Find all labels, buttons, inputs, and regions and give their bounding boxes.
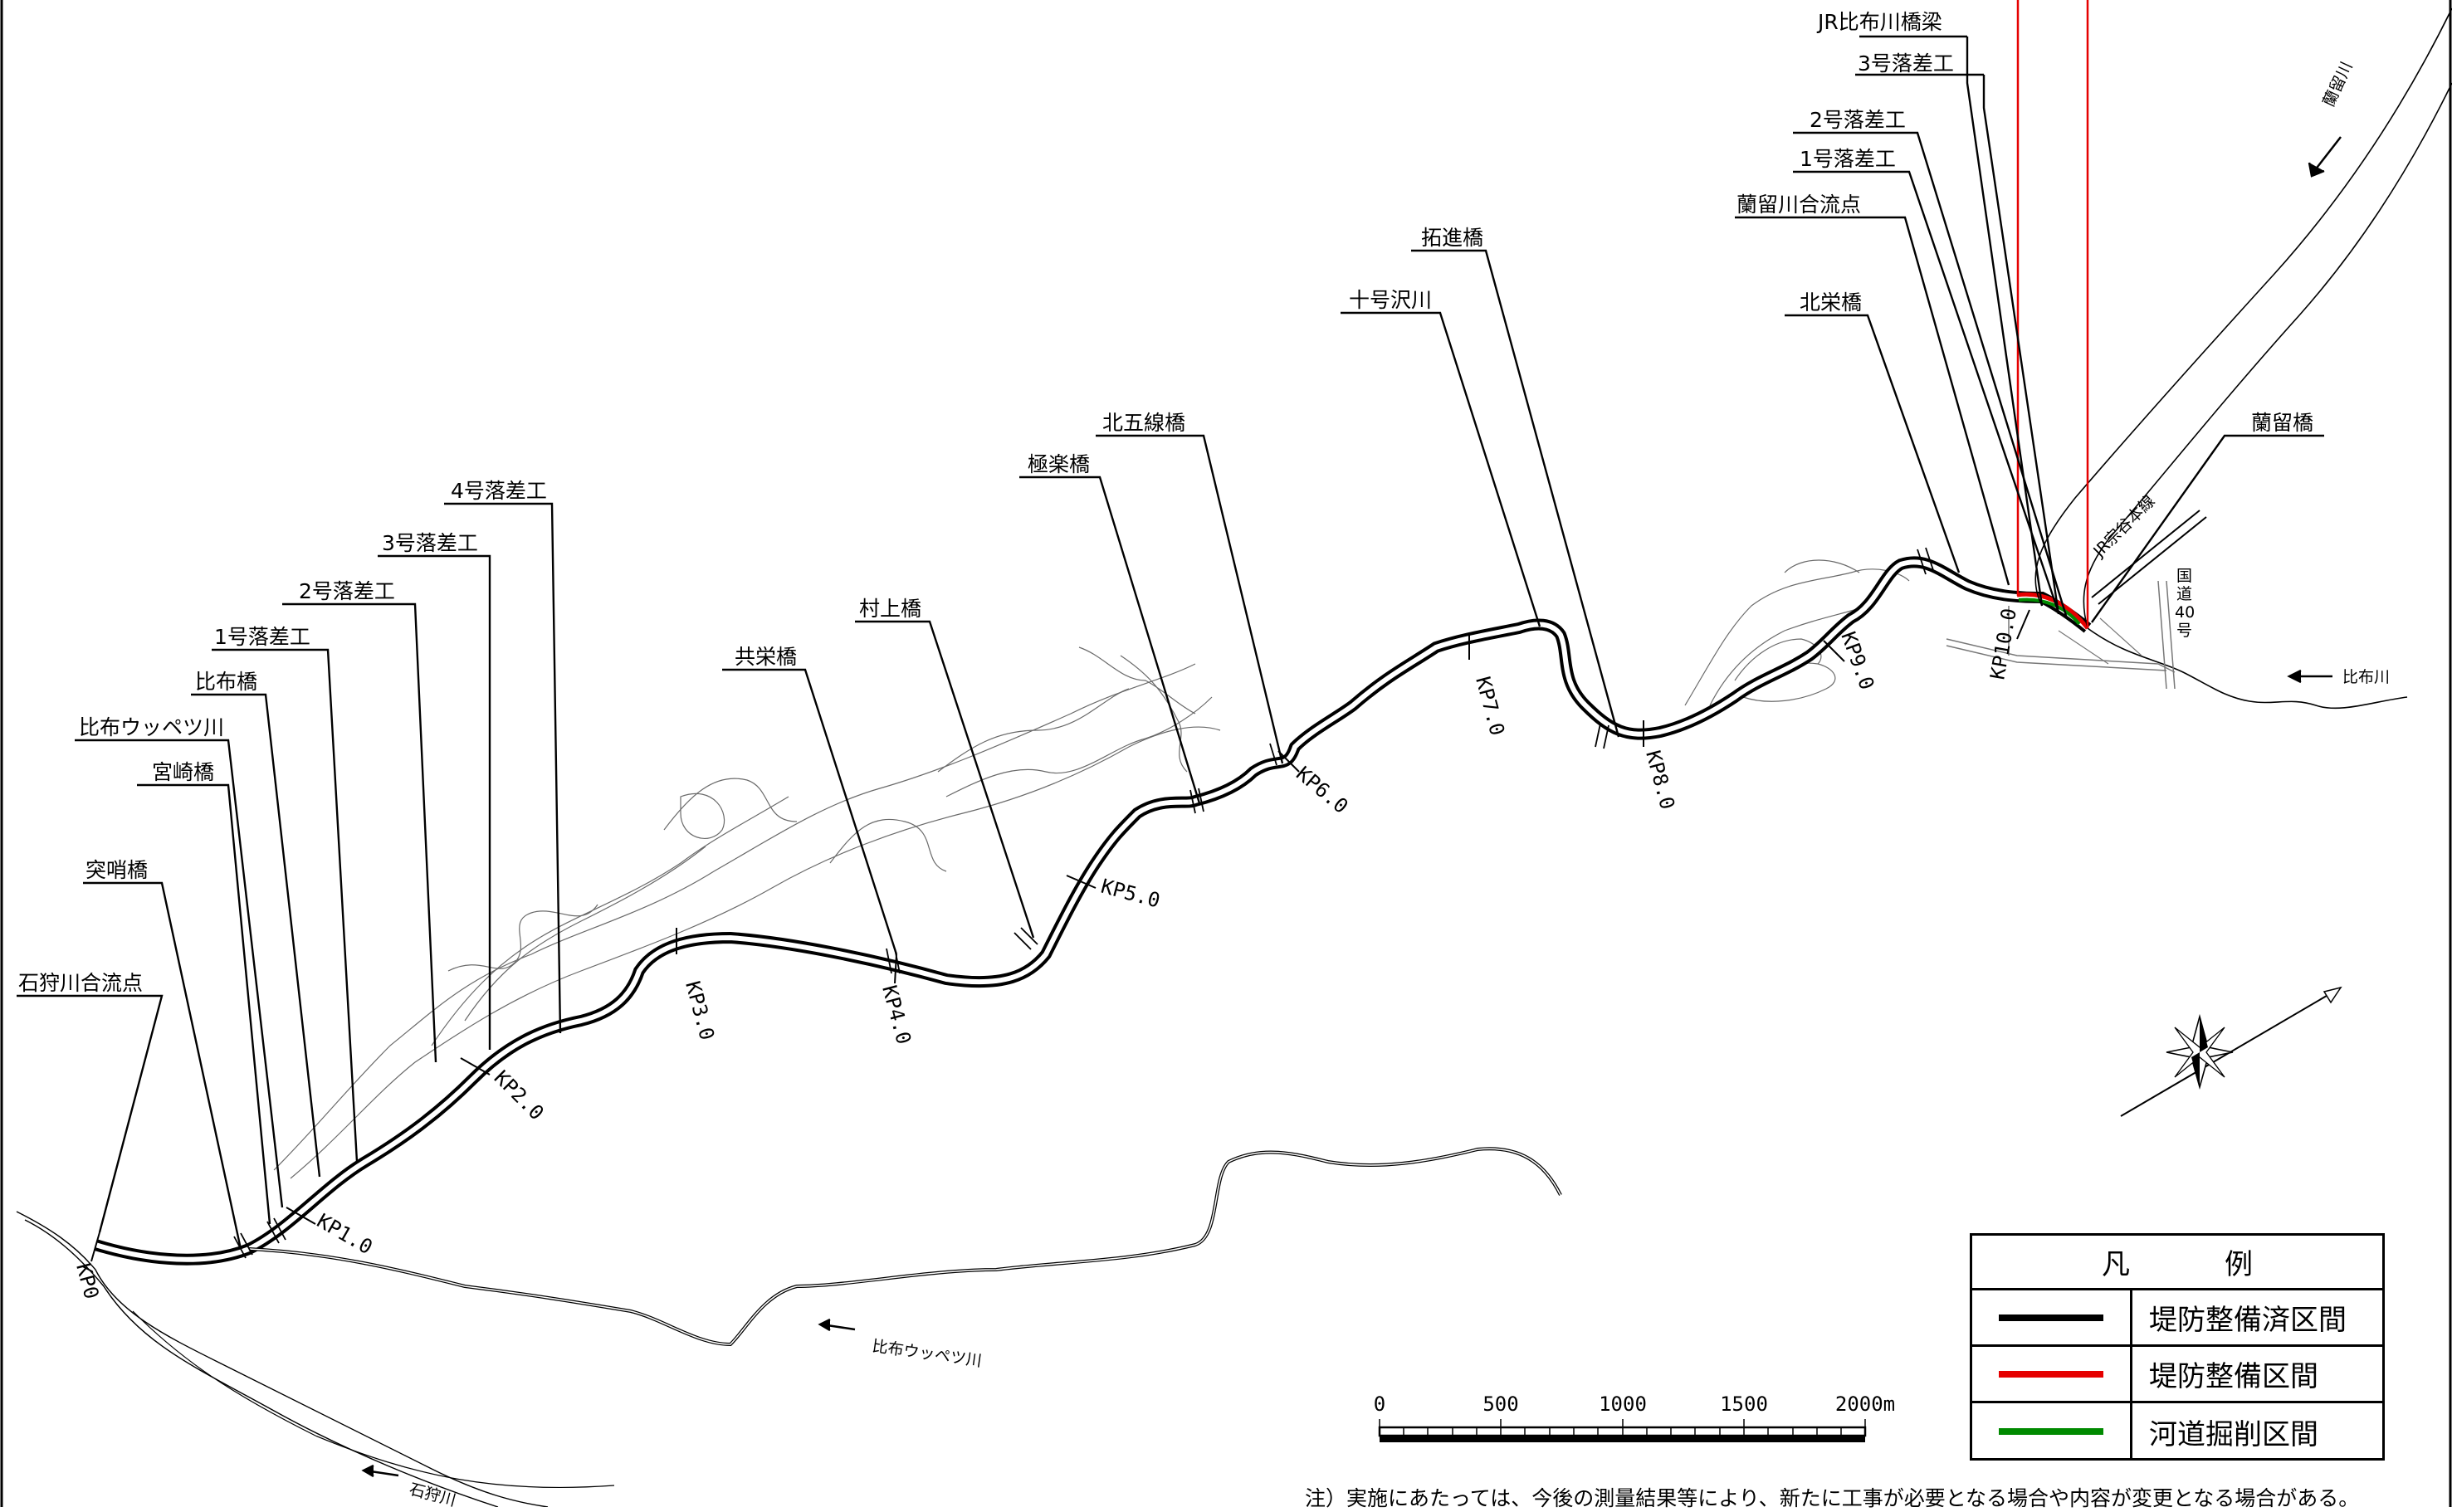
route40-label-4: 号 xyxy=(2176,622,2192,640)
kp-label-3: KP3.0 xyxy=(681,978,719,1042)
scale-tick-0: 0 xyxy=(1374,1393,1385,1416)
river-label-hifu-uppetsu: 比布ウッペツ川 xyxy=(871,1337,983,1370)
label-kitagosen-bridge: 北五線橋 xyxy=(1102,411,1185,435)
legend-swatch-red xyxy=(1972,1347,2132,1401)
north-arrow xyxy=(2120,986,2342,1117)
legend: 凡 例 堤防整備済区間 堤防整備区間 河道掘削区間 xyxy=(1970,1233,2385,1461)
label-drop3-upper: 3号落差工 xyxy=(1858,51,1954,76)
legend-label-completed: 堤防整備済区間 xyxy=(2149,1304,2347,1337)
label-miyazaki-bridge: 宮崎橋 xyxy=(152,760,214,784)
label-ishikari-confluence: 石狩川合流点 xyxy=(18,971,143,995)
label-murakami-bridge: 村上橋 xyxy=(859,597,921,621)
kp-label-4: KP4.0 xyxy=(877,983,916,1046)
label-ranru-confluence: 蘭留川合流点 xyxy=(1736,193,1861,217)
contour-lines xyxy=(273,559,1910,1179)
river-label-hifu: 比布川 xyxy=(2342,668,2390,686)
legend-row-completed: 堤防整備済区間 xyxy=(1972,1290,2382,1347)
label-drop3-lower: 3号落差工 xyxy=(382,531,478,555)
kp-label-6: KP6.0 xyxy=(1292,762,1352,818)
kp-label-1: KP1.0 xyxy=(313,1209,377,1259)
label-hifu-uppetsu: 比布ウッペツ川 xyxy=(79,715,224,739)
label-drop4-lower: 4号落差工 xyxy=(451,479,547,503)
scale-tick-1000: 1000 xyxy=(1599,1393,1647,1416)
ishikari-river xyxy=(16,1211,615,1507)
flow-arrows xyxy=(361,136,2342,1478)
ranru-river xyxy=(2034,7,2452,629)
kp-label-10: KP10.0 xyxy=(1986,607,2021,681)
label-takushin-bridge: 拓進橋 xyxy=(1421,226,1483,250)
route40-label-1: 国 xyxy=(2176,567,2192,585)
label-drop1-upper: 1号落差工 xyxy=(1800,147,1896,171)
legend-swatch-green xyxy=(1972,1403,2132,1460)
bridge-marks xyxy=(233,547,1935,1259)
label-ranru-bridge: 蘭留橋 xyxy=(2251,411,2313,435)
footnote: 注）実施にあたっては、今後の測量結果等により、新たに工事が必要となる場合や内容が… xyxy=(1305,1486,2360,1510)
hifu-river-upstream xyxy=(2087,627,2408,710)
hifu-river-channel xyxy=(93,556,2092,1266)
label-jugousawa: 十号沢川 xyxy=(1349,288,1432,312)
railway-and-road xyxy=(1946,510,2207,690)
kp-label-2: KP2.0 xyxy=(490,1066,549,1124)
route40-label-2: 道 xyxy=(2176,585,2192,603)
kp-label-0: KP0 xyxy=(71,1261,103,1301)
label-drop1-lower: 1号落差工 xyxy=(214,625,310,649)
hifu-uppetsu-river xyxy=(248,1147,1562,1347)
kp-label-7: KP7.0 xyxy=(1471,674,1509,738)
kp-label-8: KP8.0 xyxy=(1641,748,1679,812)
scale-tick-2000: 2000m xyxy=(1835,1393,1895,1416)
green-excavation-section xyxy=(2018,597,2081,626)
route40-label-3: 40 xyxy=(2175,603,2195,622)
feature-labels: JR比布川橋梁 3号落差工 2号落差工 1号落差工 蘭留川合流点 北栄橋 蘭留橋… xyxy=(18,10,2313,995)
label-hokuei-bridge: 北栄橋 xyxy=(1800,290,1862,315)
label-tosaki-bridge: 突哨橋 xyxy=(85,858,148,882)
scale-tick-1500: 1500 xyxy=(1720,1393,1768,1416)
label-kyoei-bridge: 共栄橋 xyxy=(735,645,797,669)
label-drop2-upper: 2号落差工 xyxy=(1810,108,1906,132)
river-label-ranru: 蘭留川 xyxy=(2320,59,2357,110)
leader-lines xyxy=(17,35,2324,1250)
legend-row-levee: 堤防整備区間 xyxy=(1972,1347,2382,1403)
label-jr-hifu-bridge: JR比布川橋梁 xyxy=(1816,10,1942,34)
scale-bar: 0 500 1000 1500 2000m xyxy=(1374,1393,1895,1442)
label-gokuraku-bridge: 極楽橋 xyxy=(1028,452,1090,476)
kp-ticks xyxy=(90,609,2030,1262)
legend-label-excavation: 河道掘削区間 xyxy=(2149,1417,2318,1451)
legend-swatch-black xyxy=(1972,1290,2132,1344)
kp-label-5: KP5.0 xyxy=(1098,875,1162,913)
label-drop2-lower: 2号落差工 xyxy=(299,579,395,603)
legend-row-excavation: 河道掘削区間 xyxy=(1972,1403,2382,1460)
scale-tick-500: 500 xyxy=(1482,1393,1518,1416)
legend-label-levee: 堤防整備区間 xyxy=(2149,1360,2318,1393)
label-hifu-bridge: 比布橋 xyxy=(195,670,257,694)
legend-title: 凡 例 xyxy=(1972,1236,2382,1290)
